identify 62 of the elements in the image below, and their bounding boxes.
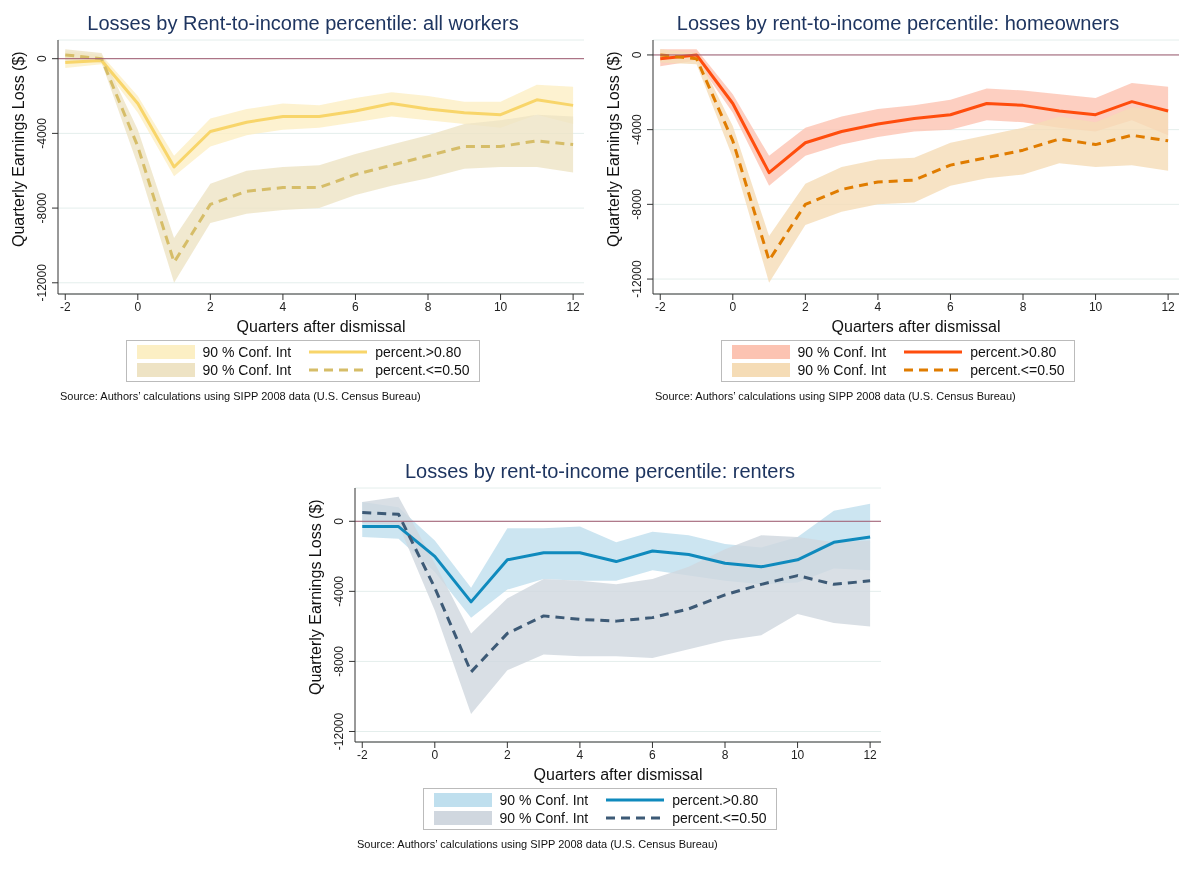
x-axis-title: Quarters after dismissal — [236, 318, 406, 335]
line-series — [360, 511, 872, 674]
source-note: Source: Authors’ calculations using SIPP 2008 data (U.S. Census Bureau) — [654, 390, 1017, 402]
legend-label: percent.<=0.50 — [375, 362, 470, 378]
x-tick-label: 8 — [721, 747, 729, 762]
x-tick-label: 12 — [566, 299, 581, 314]
line-series — [360, 525, 872, 604]
source-note: Source: Authors’ calculations using SIPP 2008 data (U.S. Census Bureau) — [59, 390, 422, 402]
x-tick-label: 0 — [134, 299, 142, 314]
x-axis-title: Quarters after dismissal — [831, 318, 1001, 335]
x-tick-label: 10 — [1088, 299, 1103, 314]
y-tick-label: -12000 — [332, 712, 346, 751]
x-tick-label: -2 — [59, 299, 71, 314]
x-tick-label: 4 — [279, 299, 287, 314]
x-tick-label: 2 — [207, 299, 215, 314]
y-tick-label: -4000 — [35, 117, 49, 149]
legend-label: 90 % Conf. Int — [202, 344, 292, 360]
legend-label: 90 % Conf. Int — [202, 362, 292, 378]
legend-label: 90 % Conf. Int — [499, 810, 589, 826]
legend-label: percent.>0.80 — [375, 344, 462, 360]
x-tick-label: 0 — [431, 747, 439, 762]
x-tick-label: 6 — [649, 747, 657, 762]
y-tick-label: -8000 — [630, 188, 644, 220]
x-tick-label: -2 — [654, 299, 666, 314]
y-tick-label: 0 — [630, 51, 644, 59]
source-note: Source: Authors’ calculations using SIPP 2008 data (U.S. Census Bureau) — [356, 838, 719, 850]
y-tick-label: -8000 — [332, 645, 346, 677]
y-tick-label: 0 — [35, 55, 49, 63]
y-axis-title: Quarterly Earnings Loss ($) — [9, 51, 27, 247]
y-tick-label: -12000 — [630, 260, 644, 298]
y-tick-label: 0 — [332, 517, 346, 525]
chart-title: Losses by Rent-to-income percentile: all workers — [86, 11, 520, 36]
chart-title: Losses by rent-to-income percentile: renters — [403, 459, 797, 484]
y-tick-label: -4000 — [332, 575, 346, 607]
x-tick-label: 10 — [493, 299, 508, 314]
legend-label: 90 % Conf. Int — [797, 362, 887, 378]
x-tick-label: 4 — [576, 747, 584, 762]
x-tick-label: 6 — [352, 299, 360, 314]
x-tick-label: 4 — [874, 299, 882, 314]
legend-label: percent.<=0.50 — [970, 362, 1065, 378]
chart-title: Losses by rent-to-income percentile: homeowners — [675, 11, 1121, 36]
x-tick-label: 12 — [863, 747, 878, 762]
y-axis-title: Quarterly Earnings Loss ($) — [604, 51, 622, 247]
x-tick-label: 8 — [1019, 299, 1027, 314]
x-tick-label: 6 — [947, 299, 955, 314]
y-tick-label: -12000 — [35, 263, 49, 302]
x-tick-label: 10 — [790, 747, 805, 762]
x-tick-label: 2 — [504, 747, 512, 762]
x-tick-label: 8 — [424, 299, 432, 314]
y-tick-label: -8000 — [35, 192, 49, 224]
x-tick-label: 0 — [729, 299, 737, 314]
y-axis-title: Quarterly Earnings Loss ($) — [306, 499, 324, 695]
legend-label: 90 % Conf. Int — [797, 344, 887, 360]
legend-label: percent.<=0.50 — [672, 810, 767, 826]
legend-label: percent.>0.80 — [672, 792, 759, 808]
legend-label: 90 % Conf. Int — [499, 792, 589, 808]
y-tick-label: -4000 — [630, 113, 644, 145]
x-tick-label: -2 — [356, 747, 368, 762]
x-tick-label: 12 — [1161, 299, 1176, 314]
legend-label: percent.>0.80 — [970, 344, 1057, 360]
x-axis-title: Quarters after dismissal — [533, 766, 703, 783]
x-tick-label: 2 — [802, 299, 810, 314]
